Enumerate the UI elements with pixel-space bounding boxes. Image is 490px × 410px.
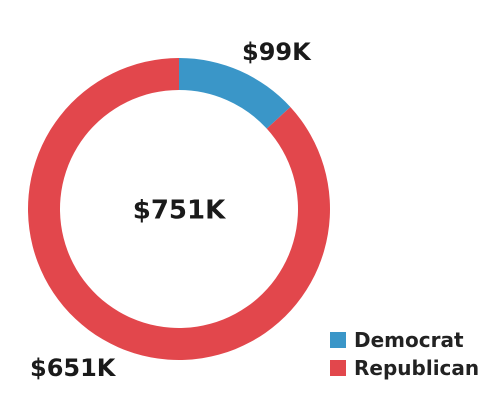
slice-label-democrat: $99K [242,38,312,66]
legend-swatch-republican [330,360,346,376]
center-total-label: $751K [133,196,226,226]
legend-item-democrat: Democrat [330,328,464,352]
legend-swatch-democrat [330,332,346,348]
legend-item-republican: Republican [330,356,479,380]
legend-label-republican: Republican [354,356,480,380]
donut-slices [27,58,330,360]
slice-label-republican: $651K [30,354,117,382]
donut-slice-democrat [179,58,291,129]
legend-label-democrat: Democrat [354,328,464,352]
